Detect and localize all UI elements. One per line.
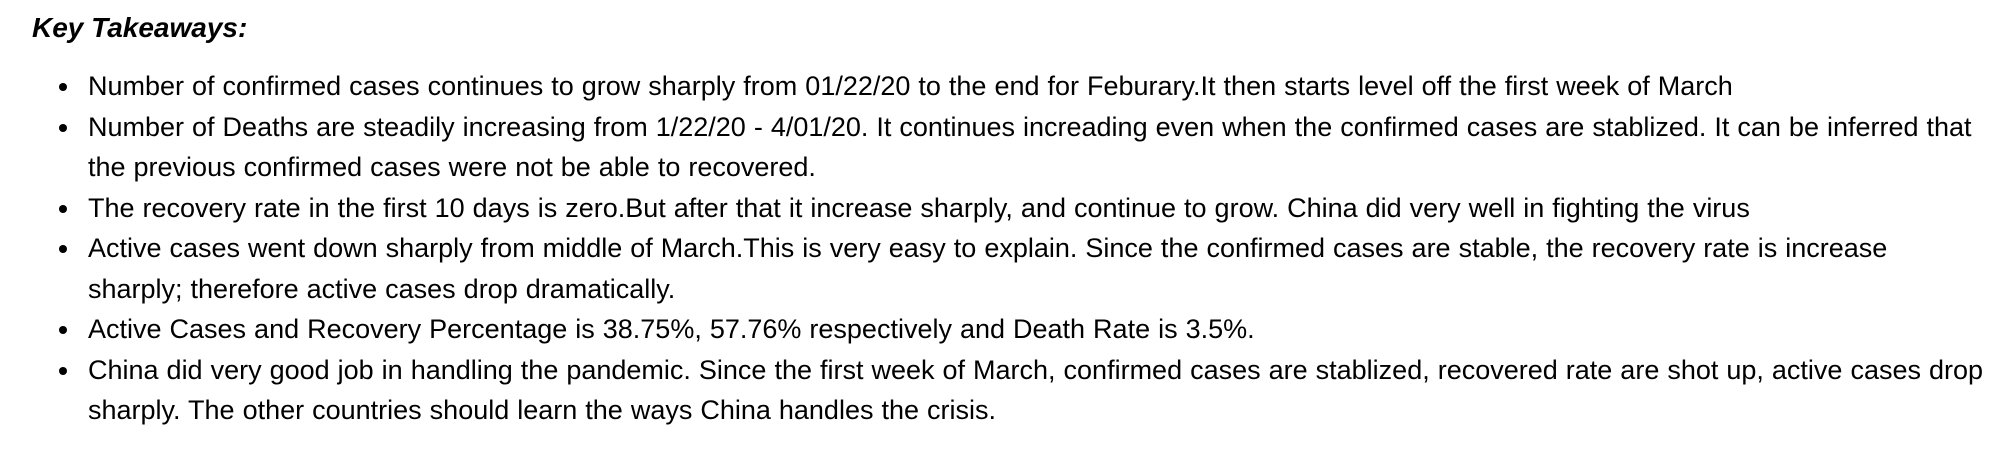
bullet-dot-icon [59,83,67,91]
takeaway-text: Active cases went down sharply from midd… [88,233,1888,304]
takeaway-text: Number of confirmed cases continues to g… [88,71,1733,101]
takeaway-item-recovery-rate: The recovery rate in the first 10 days i… [32,188,1984,229]
takeaway-text: China did very good job in handling the … [88,354,1984,426]
key-takeaways-section: Key Takeaways: Number of confirmed cases… [32,8,1984,431]
takeaway-text: The recovery rate in the first 10 days i… [88,192,1750,223]
bullet-dot-icon [59,366,67,375]
takeaway-item-deaths: Number of Deaths are steadily increasing… [32,107,1984,188]
takeaway-item-confirmed-cases: Number of confirmed cases continues to g… [32,66,1984,107]
takeaway-text: Active Cases and Recovery Percentage is … [88,314,1255,344]
bullet-dot-icon [59,123,67,132]
takeaway-item-percentages: Active Cases and Recovery Percentage is … [32,309,1984,350]
takeaways-list: Number of confirmed cases continues to g… [32,66,1984,431]
section-heading: Key Takeaways: [32,12,248,43]
bullet-dot-icon [59,245,67,253]
takeaway-item-china-handling: China did very good job in handling the … [32,350,1984,431]
takeaway-text: Number of Deaths are steadily increasing… [88,111,1972,183]
bullet-dot-icon [59,326,67,334]
bullet-dot-icon [59,204,67,213]
takeaway-item-active-cases: Active cases went down sharply from midd… [32,228,1984,309]
